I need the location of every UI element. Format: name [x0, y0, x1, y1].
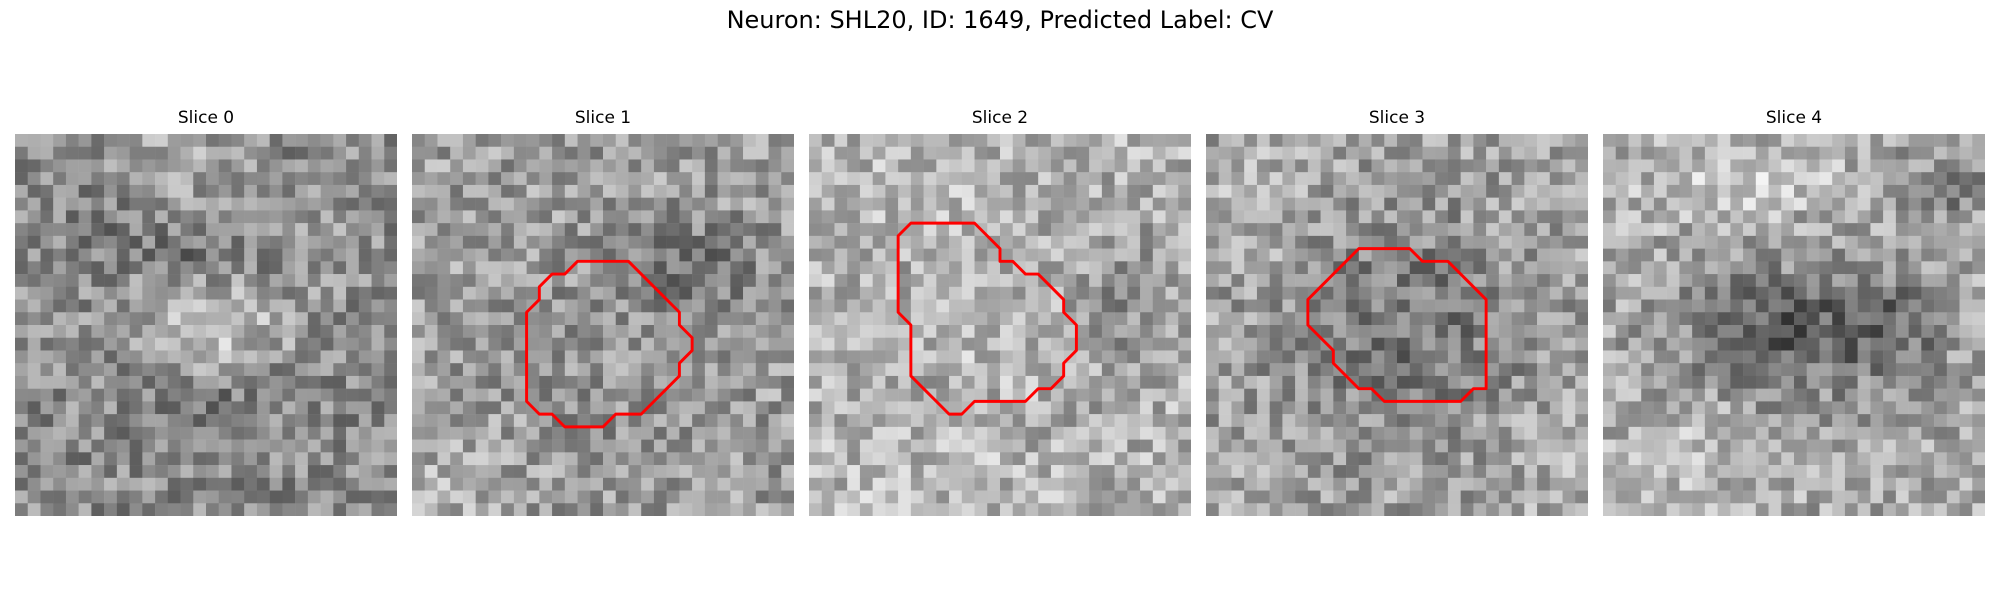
slice-title-0: Slice 0 — [177, 108, 235, 128]
slice-title-3: Slice 3 — [1368, 108, 1426, 128]
slice-image-2 — [809, 134, 1191, 516]
segmentation-contour-3 — [1306, 247, 1488, 403]
slice-title-4: Slice 4 — [1765, 108, 1823, 128]
figure-title: Neuron: SHL20, ID: 1649, Predicted Label… — [726, 6, 1274, 34]
slice-title-2: Slice 2 — [971, 108, 1029, 128]
slice-image-4 — [1603, 134, 1985, 516]
segmentation-contour-2 — [896, 221, 1078, 416]
slice-title-1: Slice 1 — [574, 108, 632, 128]
slice-image-0 — [15, 134, 397, 516]
slice-image-3 — [1206, 134, 1588, 516]
segmentation-contour-1 — [525, 259, 694, 429]
slice-image-1 — [412, 134, 794, 516]
